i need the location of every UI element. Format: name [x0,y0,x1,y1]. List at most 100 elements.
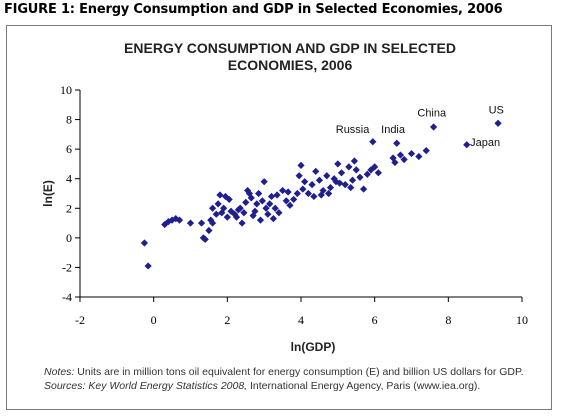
data-point [337,169,346,177]
data-point [273,191,281,199]
data-point [216,191,224,199]
y-tick-label: 2 [66,201,72,215]
data-point [319,186,327,195]
y-tick-label: 4 [66,172,72,186]
data-point [332,178,340,186]
data-point [369,138,377,146]
x-tick-label: 4 [298,313,304,327]
data-point [271,204,279,212]
data-point [360,185,368,193]
data-point [251,207,259,215]
data-point [422,147,430,155]
data-point [293,189,301,198]
data-point [356,173,364,181]
data-point [284,188,292,196]
data-point [341,181,349,189]
data-point [304,189,312,198]
annotation-label: US [489,105,504,117]
data-point [238,219,246,227]
data-point [201,235,209,243]
data-point [214,200,222,208]
annotation-label: China [417,108,447,120]
data-point [205,226,213,235]
notes-text: Units are in million tons oil equivalent… [74,366,524,378]
data-point [400,155,408,164]
data-point [374,169,382,177]
data-point [325,189,333,198]
data-point [232,213,241,221]
data-point [267,192,276,201]
data-point [236,204,244,212]
data-point [253,200,261,208]
data-point [430,123,438,131]
data-point [290,195,298,204]
data-point [396,151,405,159]
x-tick-label: 2 [224,313,230,327]
sources-label: Sources: Key World Energy Statistics 200… [44,380,248,392]
data-point [144,262,152,270]
data-point [312,167,320,175]
data-point [317,191,325,199]
data-point [225,195,233,204]
chart-title-line2: ECONOMIES, 2006 [227,57,353,73]
data-point [301,178,309,186]
y-tick-label: 8 [66,113,72,127]
data-point [299,185,307,193]
chart-title: ENERGY CONSUMPTION AND GDP IN SELECTED E… [100,40,480,74]
data-point [347,183,355,192]
annotation-label: Russia [336,124,371,136]
data-point [330,175,338,183]
data-point [240,209,248,217]
data-point [345,163,353,171]
data-point [308,181,316,189]
data-point [463,141,471,149]
data-point [275,209,283,217]
data-point [336,179,344,187]
x-axis-label: ln(GDP) [291,340,336,354]
data-point [334,160,342,168]
data-point [209,219,217,227]
data-point [393,139,401,147]
data-point [286,201,294,209]
data-point [310,192,318,201]
data-point [258,197,266,205]
data-point [278,186,287,195]
data-point [266,200,274,208]
data-point [297,161,305,170]
data-point [212,210,220,218]
y-tick-label: 6 [66,142,72,156]
data-point [407,149,416,158]
y-tick-label: -2 [62,260,72,274]
sources-text: International Energy Agency, Paris (www.… [247,380,481,392]
data-point [350,157,359,165]
data-point [282,197,290,205]
data-point [363,170,371,178]
data-point [186,219,195,227]
data-point [326,183,335,192]
data-point [242,198,250,206]
data-point [348,176,357,184]
data-point [247,194,255,202]
data-point [315,176,324,184]
notes-label: Notes: [44,366,75,378]
y-tick-label: 10 [60,83,72,97]
sources-line: Sources: Key World Energy Statistics 200… [44,380,544,392]
data-point [223,213,231,221]
data-point [269,215,277,223]
data-point [391,158,399,167]
data-point [262,204,270,212]
data-point [260,178,268,186]
data-point [197,219,206,227]
x-tick-label: 10 [516,313,528,327]
data-point [140,239,149,247]
annotation-label: Japan [470,137,500,149]
data-point [352,166,360,174]
y-tick-label: -4 [62,290,72,304]
annotation-label: India [381,124,406,136]
x-tick-label: 8 [445,313,451,327]
data-point [175,216,184,224]
data-point [255,189,263,198]
data-point [494,119,502,127]
data-point [256,216,265,224]
